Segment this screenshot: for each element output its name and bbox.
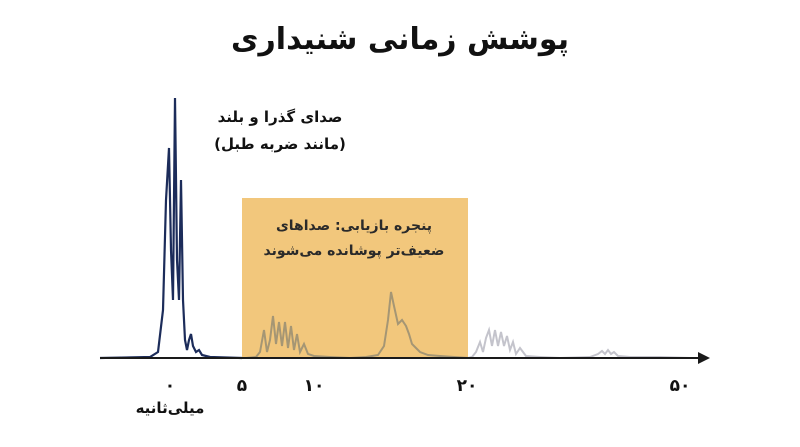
loud-sound-label: صدای گذرا و بلند (مانند ضربه طبل) xyxy=(200,104,360,158)
tick-5: ۵ xyxy=(236,376,248,396)
faint-sound-wave-1 xyxy=(467,326,561,359)
tick-50: ۵۰ xyxy=(669,376,691,396)
tick-0: ۰ xyxy=(164,376,176,396)
faint-sound-wave-2 xyxy=(559,348,691,359)
loud-sound-label-line1: صدای گذرا و بلند xyxy=(217,108,343,126)
axis-arrow xyxy=(698,352,710,364)
window-label-line2: ضعیف‌تر پوشانده می‌شوند xyxy=(263,243,445,259)
loud-sound-label-line2: (مانند ضربه طبل) xyxy=(214,135,346,153)
page-title: پوشش زمانی شنیداری xyxy=(231,22,569,57)
axis-unit-label: میلی‌ثانیه xyxy=(135,399,205,417)
window-label-line1: پنجره بازیابی: صداهای xyxy=(275,218,433,234)
masked-sound-wave-1 xyxy=(245,315,351,359)
tick-20: ۲۰ xyxy=(456,376,478,396)
window-label: پنجره بازیابی: صداهای ضعیف‌تر پوشانده می… xyxy=(246,214,462,264)
loud-transient-wave xyxy=(99,97,243,360)
masked-sound-wave-2 xyxy=(349,291,469,359)
tick-10: ۱۰ xyxy=(303,376,325,396)
